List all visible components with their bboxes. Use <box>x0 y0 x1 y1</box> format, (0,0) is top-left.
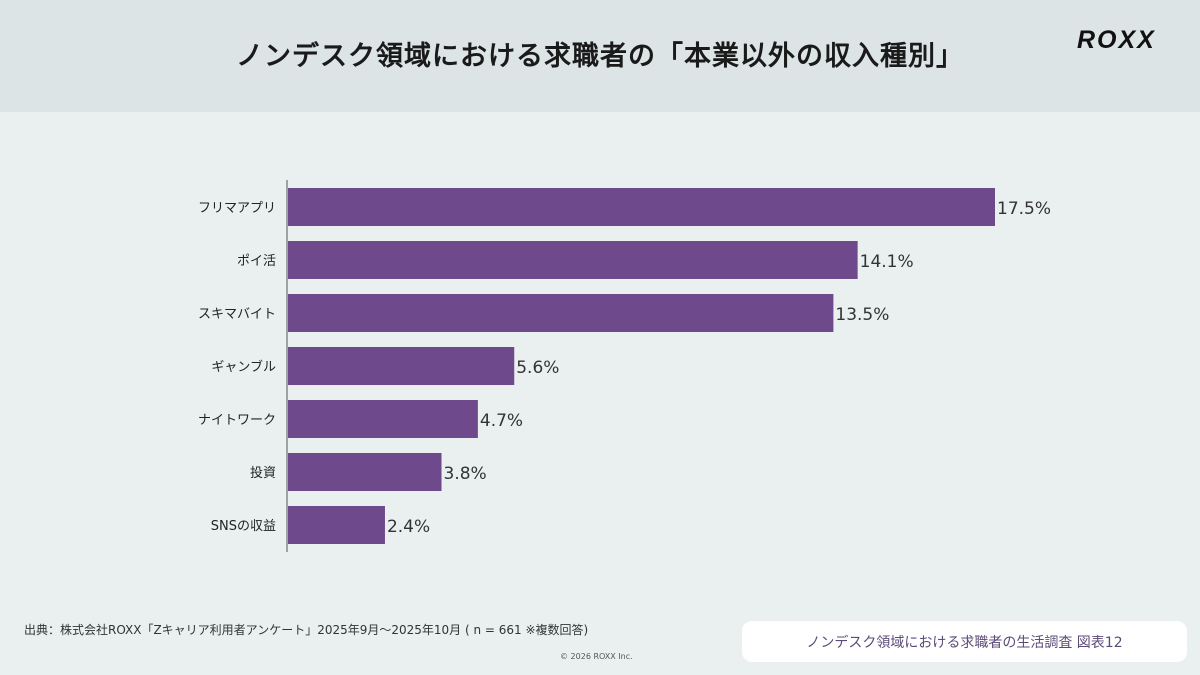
value-label: 2.4% <box>387 517 430 537</box>
value-label: 13.5% <box>835 305 889 325</box>
copyright: © 2026 ROXX Inc. <box>560 652 633 661</box>
figure-caption: ノンデスク領域における求職者の生活調査 図表12 <box>742 621 1187 662</box>
category-label: ギャンブル <box>211 359 276 375</box>
value-label: 14.1% <box>860 252 914 272</box>
bar <box>288 453 442 491</box>
value-label: 4.7% <box>480 411 523 431</box>
value-label: 5.6% <box>516 358 559 378</box>
bar <box>288 241 858 279</box>
value-label: 17.5% <box>997 199 1051 219</box>
bar <box>288 400 478 438</box>
roxx-logo: ROXX <box>1077 26 1156 54</box>
source-note: 出典：株式会社ROXX「Zキャリア利用者アンケート」2025年9月～2025年1… <box>24 623 589 637</box>
category-label: ポイ活 <box>237 254 276 269</box>
category-label: フリマアプリ <box>198 201 276 216</box>
figure-caption-text: ノンデスク領域における求職者の生活調査 図表12 <box>806 634 1123 651</box>
page-title: ノンデスク領域における求職者の「本業以外の収入種別」 <box>236 41 964 72</box>
bar <box>288 506 385 544</box>
category-label: 投資 <box>250 465 276 481</box>
header: ノンデスク領域における求職者の「本業以外の収入種別」 ROXX <box>0 0 1200 112</box>
category-label: ナイトワーク <box>198 413 276 428</box>
bar <box>288 347 515 385</box>
category-label: スキマバイト <box>198 307 276 322</box>
bar <box>288 294 834 332</box>
bar <box>288 188 995 226</box>
value-label: 3.8% <box>444 464 487 484</box>
category-label: SNSの収益 <box>211 519 276 534</box>
